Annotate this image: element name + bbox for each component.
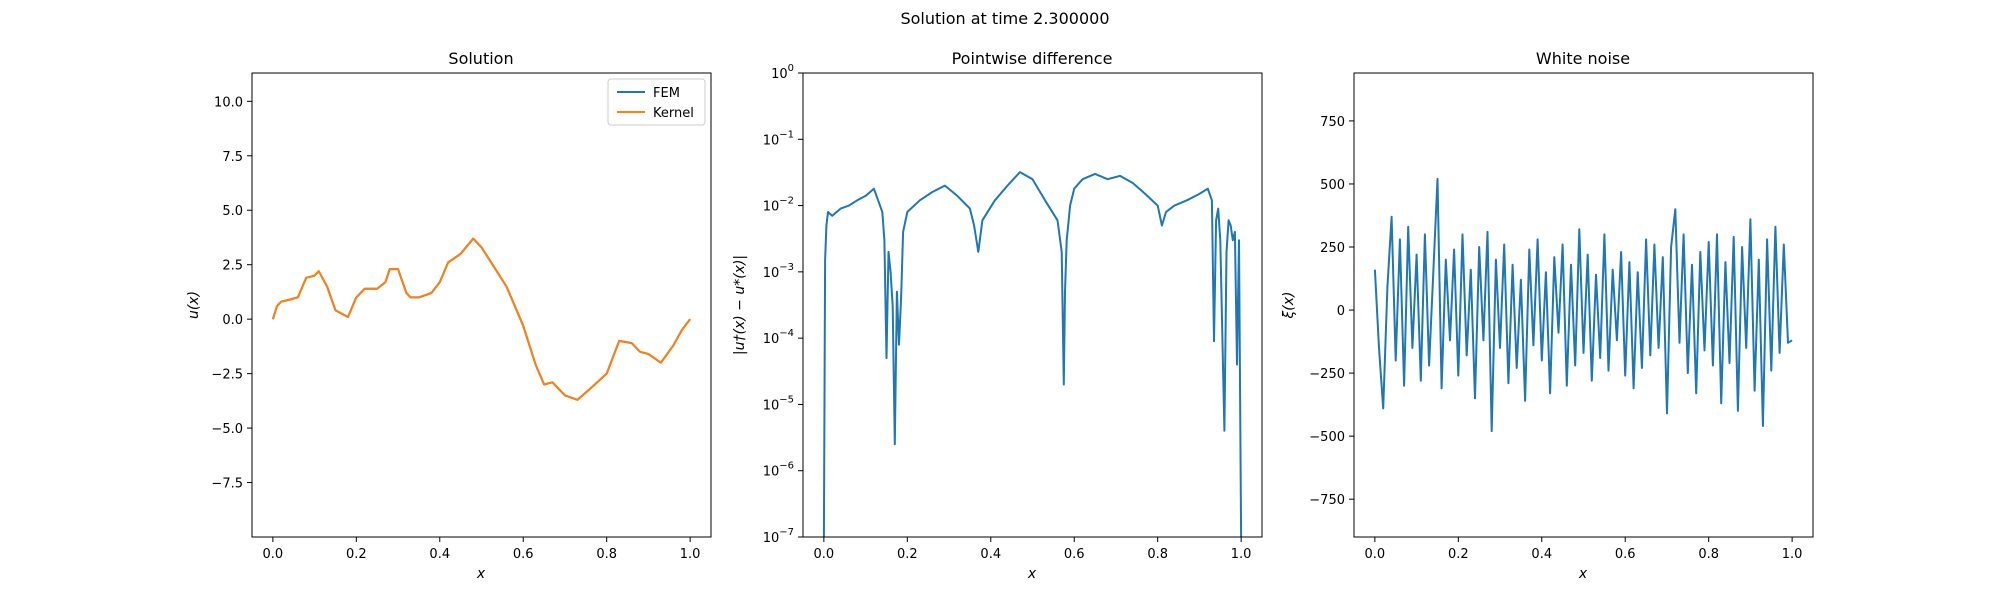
x-tick-label: 0.2 [897, 547, 918, 562]
series-kernel-line [271, 237, 691, 401]
legend-fem-label: FEM [653, 86, 680, 101]
subplot-pointwise-difference-xlabel: x [1027, 566, 1037, 582]
x-tick-label: 0.6 [513, 547, 534, 562]
x-tick-label: 1.0 [1782, 547, 1803, 562]
series-fem-line [271, 237, 691, 401]
subplot-solution-frame [251, 72, 712, 538]
y-tick-label: 10−7 [763, 527, 794, 546]
subplot-solution-legend: FEM Kernel [607, 78, 706, 126]
subplot-pointwise-difference-title: Pointwise difference [952, 49, 1113, 68]
y-tick-label: 7.5 [222, 150, 243, 165]
y-tick-label: 10−6 [763, 461, 794, 480]
subplot-solution-title: Solution [448, 49, 513, 68]
subplot-solution-xlabel: x [476, 566, 486, 582]
figure-suptitle: Solution at time 2.300000 [900, 9, 1109, 28]
y-tick-label: 10−2 [763, 196, 794, 215]
x-tick-label: 0.6 [1615, 547, 1636, 562]
y-tick-label: 100 [771, 63, 794, 82]
y-tick-label: −7.5 [211, 477, 243, 492]
y-tick-label: 2.5 [222, 259, 243, 274]
subplot-pointwise-difference: Pointwise difference 0.0 0.2 0.4 0.6 0.8 1.0 … [732, 49, 1263, 582]
y-tick-label: 250 [1320, 241, 1345, 256]
subplot-white-noise-title: White noise [1536, 49, 1630, 68]
x-tick-label: 0.2 [346, 547, 367, 562]
x-tick-label: 0.8 [1147, 547, 1168, 562]
y-tick-label: −500 [1309, 430, 1345, 445]
series-pointwise-difference-line [822, 171, 1243, 537]
subplot-white-noise-ylabel: ξ(x) [1281, 291, 1297, 319]
x-tick-label: 0.8 [1698, 547, 1719, 562]
y-tick-label: 10.0 [214, 95, 243, 110]
x-tick-label: 0.6 [1064, 547, 1085, 562]
y-tick-label: 5.0 [222, 204, 243, 219]
subplot-white-noise-xlabel: x [1578, 566, 1588, 582]
x-tick-label: 1.0 [1231, 547, 1252, 562]
subplot-white-noise: White noise 0.0 0.2 0.4 0.6 0.8 1.0 −750 −500 −… [1281, 49, 1814, 582]
x-tick-label: 0.0 [263, 547, 284, 562]
subplot-pointwise-difference-frame [802, 72, 1263, 538]
y-tick-label: −5.0 [211, 422, 243, 437]
y-tick-label: 10−3 [763, 262, 794, 281]
series-white-noise-line [1373, 177, 1793, 433]
y-tick-label: 10−4 [763, 328, 794, 347]
y-tick-label: 10−5 [763, 394, 794, 413]
y-tick-label: 0.0 [222, 313, 243, 328]
y-tick-label: 10−1 [763, 129, 794, 148]
x-tick-label: 0.8 [596, 547, 617, 562]
x-tick-label: 1.0 [680, 547, 701, 562]
y-tick-label: −2.5 [211, 368, 243, 383]
x-tick-label: 0.0 [1365, 547, 1386, 562]
x-tick-label: 0.0 [814, 547, 835, 562]
x-tick-label: 0.2 [1448, 547, 1469, 562]
y-tick-label: 750 [1320, 115, 1345, 130]
y-tick-label: 500 [1320, 178, 1345, 193]
subplot-pointwise-difference-ylabel: |u†(x) − u*(x)| [732, 255, 748, 355]
subplot-solution-ylabel: u(x) [186, 291, 202, 319]
x-tick-label: 0.4 [429, 547, 450, 562]
y-tick-label: −750 [1309, 493, 1345, 508]
x-tick-label: 0.4 [1531, 547, 1552, 562]
x-tick-label: 0.4 [980, 547, 1001, 562]
legend-box [607, 78, 706, 126]
subplot-solution: Solution 0.0 0.2 0.4 0.6 0.8 1.0 −7.5 −5.0 −2.5… [186, 49, 712, 582]
y-tick-label: 0 [1337, 304, 1345, 319]
legend-kernel-label: Kernel [653, 106, 694, 121]
y-tick-label: −250 [1309, 367, 1345, 382]
subplot-white-noise-frame [1353, 72, 1814, 538]
